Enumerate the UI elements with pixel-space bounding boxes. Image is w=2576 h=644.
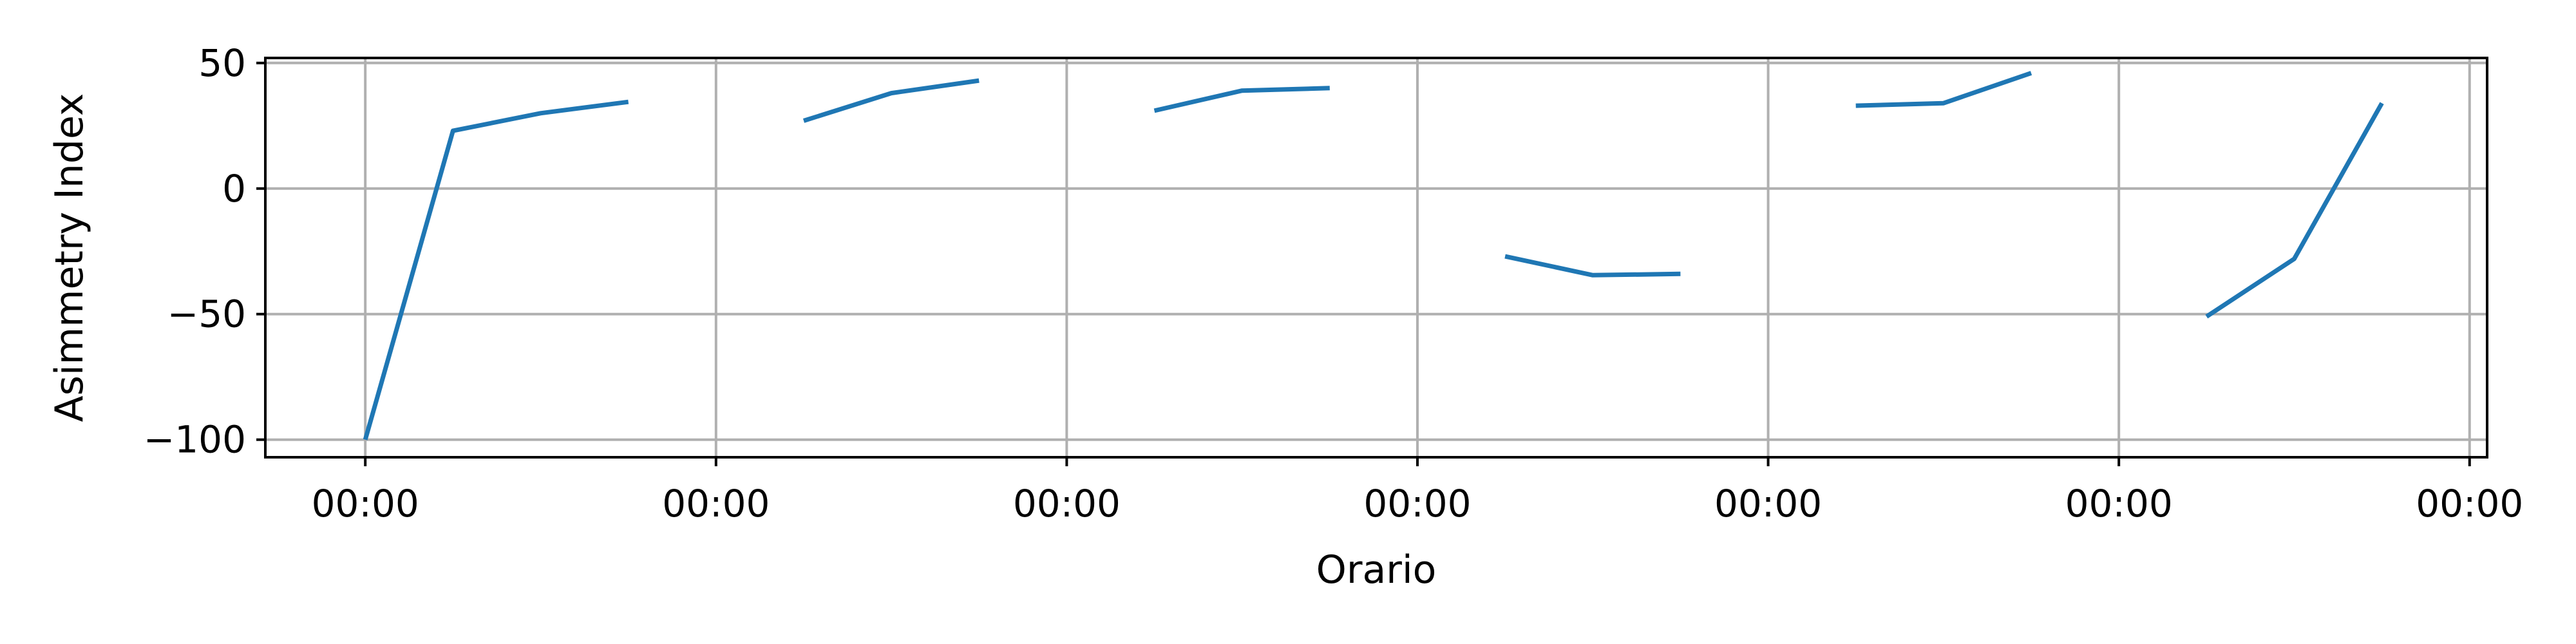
series-line-segment: [1153, 86, 1330, 113]
y-axis-label: Asimmetry Index: [47, 93, 92, 422]
series-line-segment: [363, 99, 629, 440]
series-line-segment: [1504, 254, 1681, 278]
y-tick-label: −50: [167, 292, 246, 336]
y-tick-label: 50: [198, 41, 246, 85]
x-tick-label: 00:00: [662, 482, 770, 526]
x-tick-label: 00:00: [2065, 482, 2173, 526]
grid-lines: [265, 58, 2487, 457]
x-tick-label: 00:00: [2416, 482, 2523, 526]
x-tick-label: 00:00: [1363, 482, 1471, 526]
y-tick-label: 0: [222, 167, 246, 211]
x-tick-label: 00:00: [1714, 482, 1822, 526]
x-tick-label: 00:00: [1013, 482, 1121, 526]
plot-area-frame: [264, 57, 2488, 459]
y-tick-label: −100: [144, 418, 246, 462]
series-line-segment: [1855, 71, 2032, 108]
x-tick-label: 00:00: [312, 482, 419, 526]
x-axis-ticks: 00:00 00:00 00:00 00:00 00:00 00:00 00:00: [312, 457, 2523, 526]
x-axis-label: Orario: [1316, 547, 1437, 592]
y-axis-ticks: 50 0 −50 −100: [144, 41, 265, 462]
series-line-segment: [2205, 102, 2384, 319]
series-lines: [363, 71, 2384, 440]
series-line-segment: [802, 78, 980, 123]
